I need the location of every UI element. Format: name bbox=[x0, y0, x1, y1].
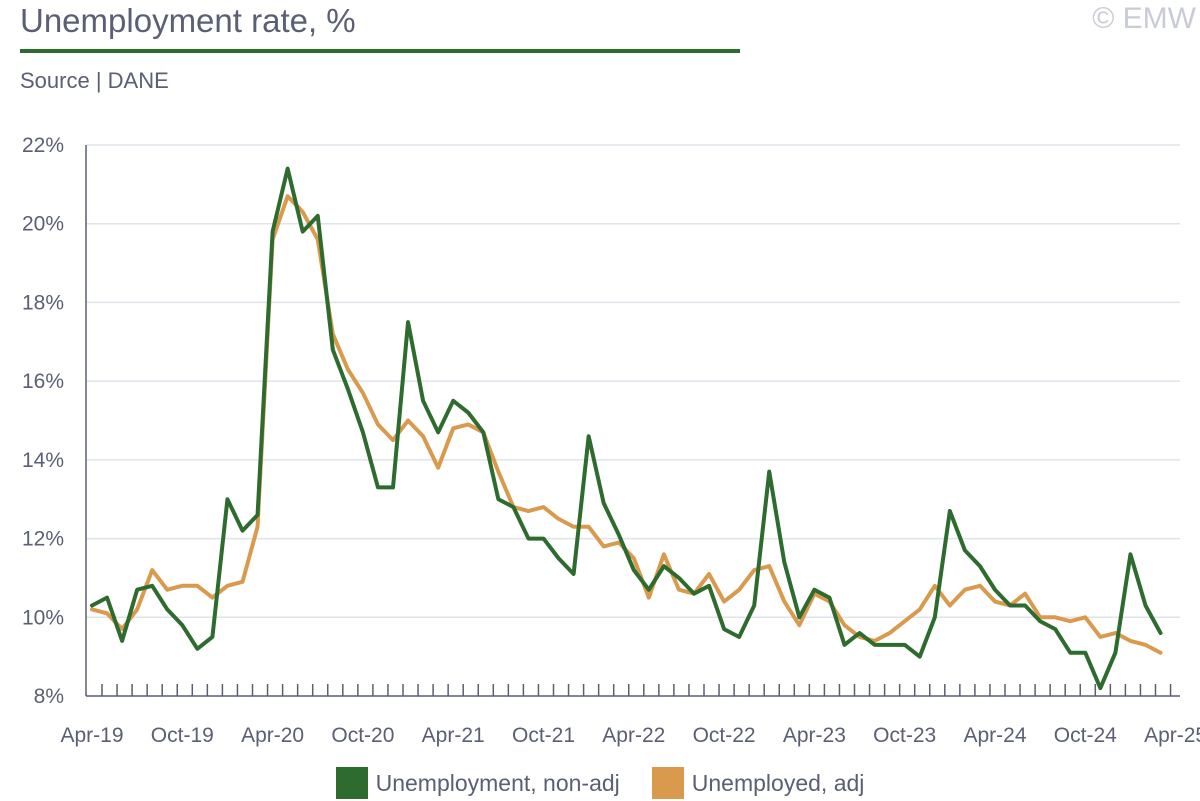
x-tick-label: Oct-23 bbox=[873, 724, 936, 747]
x-tick-label: Oct-21 bbox=[512, 724, 575, 747]
legend-item-adj: Unemployed, adj bbox=[651, 767, 865, 799]
legend-item-non-adj: Unemployment, non-adj bbox=[335, 767, 620, 799]
x-tick-label: Apr-24 bbox=[963, 724, 1026, 747]
x-tick-label: Apr-19 bbox=[60, 724, 123, 747]
x-tick-label: Apr-20 bbox=[241, 724, 304, 747]
y-tick-label: 20% bbox=[22, 213, 64, 236]
chart-title: Unemployment rate, % bbox=[20, 2, 356, 39]
x-tick-label: Apr-22 bbox=[602, 724, 665, 747]
x-tick-label: Apr-23 bbox=[783, 724, 846, 747]
series-line-non-adj bbox=[90, 166, 1163, 691]
x-tick-label: Oct-22 bbox=[693, 724, 756, 747]
copyright-watermark: © EMW bbox=[1092, 2, 1196, 35]
x-tick-label: Oct-24 bbox=[1054, 724, 1117, 747]
y-tick-label: 8% bbox=[34, 685, 64, 708]
x-tick-label: Oct-19 bbox=[151, 724, 214, 747]
y-tick-label: 12% bbox=[22, 528, 64, 551]
y-tick-label: 16% bbox=[22, 370, 64, 393]
legend-swatch-adj bbox=[651, 767, 684, 799]
x-tick-label: Apr-25 bbox=[1144, 724, 1200, 747]
y-tick-label: 14% bbox=[22, 449, 64, 472]
legend-swatch-non-adj bbox=[335, 767, 368, 799]
chart-legend: Unemployment, non-adj Unemployed, adj bbox=[0, 765, 1200, 801]
x-tick-label: Oct-20 bbox=[331, 724, 394, 747]
y-tick-label: 22% bbox=[22, 134, 64, 157]
legend-label-non-adj: Unemployment, non-adj bbox=[375, 769, 620, 796]
y-tick-label: 18% bbox=[22, 291, 64, 314]
x-tick-label: Apr-21 bbox=[422, 724, 485, 747]
series-line-adj bbox=[90, 194, 1163, 655]
chart-source: Source | DANE bbox=[20, 68, 169, 93]
title-underline bbox=[20, 49, 740, 53]
legend-label-adj: Unemployed, adj bbox=[691, 769, 865, 796]
y-tick-label: 10% bbox=[22, 606, 64, 629]
